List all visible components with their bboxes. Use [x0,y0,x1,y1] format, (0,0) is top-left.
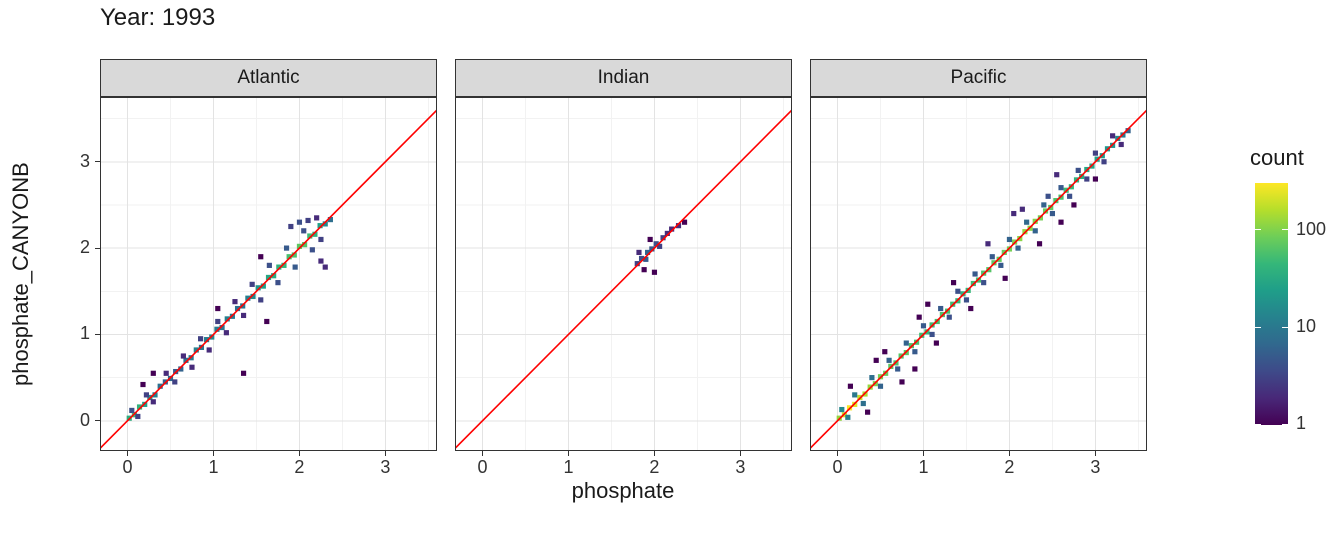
x-tick-pacific-0 [837,451,838,456]
panel-border-atlantic [100,97,437,451]
x-tick-pacific-1 [922,451,924,456]
y-tick-label-1: 1 [79,323,90,344]
grid-major-pacific [810,97,1147,451]
grid-major-indian [455,97,792,451]
facet-strip-indian: Indian [455,59,792,97]
facet-strip-atlantic: Atlantic [100,59,437,97]
x-tick-pacific-3 [1094,451,1096,456]
legend-tick-label-10: 10 [1296,316,1317,337]
grid-major-atlantic [100,97,437,451]
x-axis-title: phosphate [571,478,675,503]
grid-minor-pacific [810,97,1147,451]
y-axis-title: phosphate_CANYONB [8,162,33,386]
legend-tick-mark-1-0 [1255,423,1261,425]
x-tick-atlantic-2 [298,451,300,456]
x-tick-label-indian-1: 1 [563,457,574,477]
x-tick-pacific-2 [1008,451,1010,456]
y-tick-label-3: 3 [79,150,90,171]
panel-border-pacific [810,97,1147,451]
y-tick-0 [95,420,100,422]
x-tick-label-atlantic-0: 0 [122,457,133,477]
legend-tick-mark-100-0 [1255,229,1261,231]
legend-tick-mark-100-1 [1282,229,1288,231]
x-tick-indian-1 [567,451,569,456]
y-tick-1 [95,333,100,335]
facet-strip-pacific: Pacific [810,59,1147,97]
legend-tick-mark-10-0 [1255,326,1261,328]
x-tick-atlantic-3 [384,451,386,456]
legend-colorbar [1255,183,1288,425]
x-tick-label-pacific-2: 2 [1004,457,1015,477]
y-tick-label-2: 2 [79,237,90,258]
x-tick-indian-2 [653,451,655,456]
x-tick-label-pacific-0: 0 [832,457,843,477]
facet-strip-label-indian: Indian [597,67,650,88]
x-tick-label-atlantic-3: 3 [380,457,391,477]
chart-title: Year: 1993 [100,4,216,31]
facet-panel-pacific [810,97,1147,451]
facet-panel-indian [455,97,792,451]
x-tick-indian-0 [482,451,483,456]
bins-layer-indian [634,219,688,275]
legend-title: count [1250,145,1304,170]
x-tick-label-indian-3: 3 [735,457,746,477]
y-tick-2 [95,247,100,249]
x-tick-indian-3 [739,451,741,456]
legend-tick-label-1: 1 [1296,413,1307,433]
facet-strip-label-pacific: Pacific [950,67,1007,88]
x-tick-label-indian-0: 0 [477,457,488,477]
y-tick-label-0: 0 [79,409,90,430]
identity-line-atlantic [100,109,437,449]
x-tick-label-indian-2: 2 [649,457,660,477]
facet-strip-label-atlantic: Atlantic [237,67,300,88]
legend-tick-label-100: 100 [1296,218,1327,239]
x-tick-label-pacific-3: 3 [1090,457,1101,477]
facet-panel-atlantic [100,97,437,451]
legend-tick-mark-1-1 [1282,423,1288,425]
grid-minor-atlantic [100,97,437,451]
y-tick-3 [95,161,100,163]
x-tick-label-atlantic-1: 1 [208,457,219,477]
legend-tick-mark-10-1 [1282,326,1288,328]
grid-minor-indian [455,97,792,451]
x-tick-atlantic-0 [127,451,128,456]
x-tick-label-atlantic-2: 2 [294,457,305,477]
x-tick-label-pacific-1: 1 [918,457,929,477]
identity-line-pacific [810,109,1147,449]
identity-line-indian [455,109,792,449]
panel-border-indian [455,97,792,451]
x-tick-atlantic-1 [212,451,214,456]
